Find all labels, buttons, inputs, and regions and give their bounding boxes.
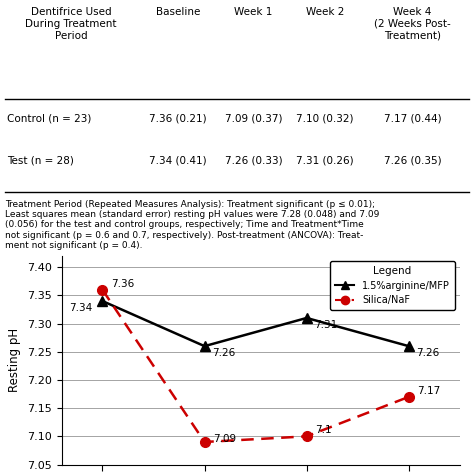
Text: 7.10 (0.32): 7.10 (0.32) xyxy=(296,113,354,123)
Text: Week 2: Week 2 xyxy=(306,8,344,18)
Text: 7.31 (0.26): 7.31 (0.26) xyxy=(296,155,354,165)
Text: Control (n = 23): Control (n = 23) xyxy=(7,113,91,123)
Text: Week 4
(2 Weeks Post-
Treatment): Week 4 (2 Weeks Post- Treatment) xyxy=(374,8,451,41)
Text: 7.26: 7.26 xyxy=(212,348,235,358)
Text: Dentifrice Used
During Treatment
Period: Dentifrice Used During Treatment Period xyxy=(25,8,117,41)
Text: Treatment Period (Repeated Measures Analysis): Treatment significant (p ≤ 0.01);: Treatment Period (Repeated Measures Anal… xyxy=(5,200,379,250)
Text: 7.36 (0.21): 7.36 (0.21) xyxy=(149,113,207,123)
Text: Week 1: Week 1 xyxy=(235,8,273,18)
Text: 7.36: 7.36 xyxy=(110,279,134,289)
Text: 7.09: 7.09 xyxy=(213,434,236,444)
Text: 7.17: 7.17 xyxy=(417,386,440,396)
Text: 7.34: 7.34 xyxy=(69,303,92,313)
Y-axis label: Resting pH: Resting pH xyxy=(9,328,21,392)
Text: 7.1: 7.1 xyxy=(315,425,331,435)
Text: 7.26 (0.35): 7.26 (0.35) xyxy=(383,155,441,165)
Text: 7.17 (0.44): 7.17 (0.44) xyxy=(383,113,441,123)
Text: Test (n = 28): Test (n = 28) xyxy=(7,155,74,165)
Text: 7.26 (0.33): 7.26 (0.33) xyxy=(225,155,283,165)
Text: 7.34 (0.41): 7.34 (0.41) xyxy=(149,155,207,165)
Text: 7.09 (0.37): 7.09 (0.37) xyxy=(225,113,283,123)
Legend: 1.5%arginine/MFP, Silica/NaF: 1.5%arginine/MFP, Silica/NaF xyxy=(330,261,455,310)
Text: 7.26: 7.26 xyxy=(416,348,439,358)
Text: Baseline: Baseline xyxy=(155,8,200,18)
Text: 7.31: 7.31 xyxy=(314,320,337,330)
